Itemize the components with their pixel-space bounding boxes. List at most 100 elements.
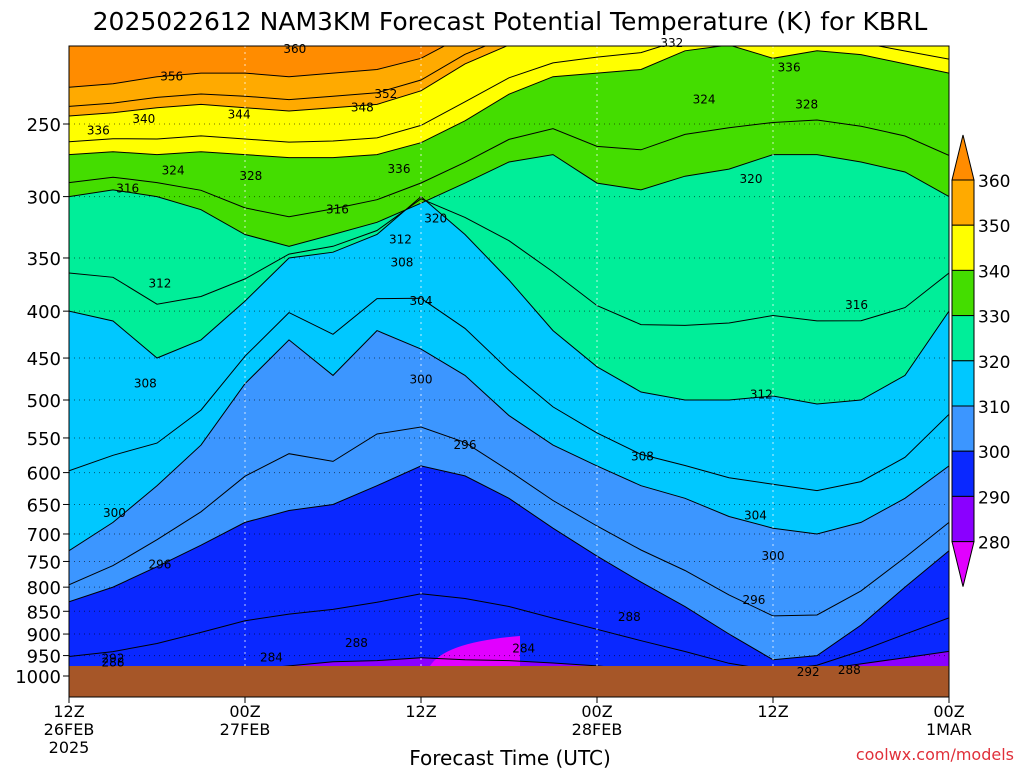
fill-band xyxy=(69,46,507,116)
contour-label: 360 xyxy=(283,42,306,56)
contour-label: 340 xyxy=(132,112,155,126)
colorbar-label: 310 xyxy=(978,398,1010,418)
colorbar-segment xyxy=(951,450,975,497)
plot-frame xyxy=(68,45,950,698)
fill-band xyxy=(69,46,949,158)
contour-label: 352 xyxy=(374,87,397,101)
contour-label: 308 xyxy=(631,449,654,463)
y-tick-label: 700 xyxy=(27,525,61,546)
colorbar-segment xyxy=(951,495,975,543)
colorbar: 360 350 340 330 320 310 300 290 280 xyxy=(951,134,1010,587)
y-tick-label: 600 xyxy=(27,464,61,485)
contour-label: 284 xyxy=(260,651,283,665)
colorbar-label: 340 xyxy=(978,262,1010,282)
x-tick-label: 28FEB xyxy=(572,720,623,739)
x-tick-label: 00Z xyxy=(229,702,260,721)
colorbar-label: 300 xyxy=(978,443,1010,463)
contour-label: 304 xyxy=(744,508,767,522)
y-tick-label: 750 xyxy=(27,552,61,573)
x-tick-label: 00Z xyxy=(933,702,964,721)
contour-label: 328 xyxy=(239,169,262,183)
contour-label: 332 xyxy=(660,36,683,50)
contour-label: 312 xyxy=(750,387,773,401)
grid-lines xyxy=(68,46,950,697)
isentrope-line xyxy=(69,426,949,617)
isentrope-line xyxy=(69,465,949,661)
y-tick-label: 950 xyxy=(27,647,61,668)
surface-warm-pocket xyxy=(430,636,520,666)
contour-label: 292 xyxy=(797,665,820,679)
contour-label: 284 xyxy=(512,641,535,655)
y-tick-label: 1000 xyxy=(15,667,61,688)
colorbar-label: 350 xyxy=(978,217,1010,237)
fill-band xyxy=(69,46,445,88)
contour-label: 288 xyxy=(838,663,861,677)
contour-label: 312 xyxy=(148,276,171,290)
colorbar-segment xyxy=(951,224,975,271)
contour-label: 336 xyxy=(87,123,110,137)
contour-label: 316 xyxy=(845,298,868,312)
contour-label: 324 xyxy=(162,164,185,178)
colorbar-label: 280 xyxy=(978,534,1010,554)
colorbar-label: 360 xyxy=(978,172,1010,192)
colorbar-label: 320 xyxy=(978,353,1010,373)
credit-link[interactable]: coolwx.com/models xyxy=(856,745,1014,764)
contour-label: 328 xyxy=(795,97,818,111)
x-axis-label: Forecast Time (UTC) xyxy=(409,746,611,768)
colorbar-segment xyxy=(951,405,975,452)
isentrope-line xyxy=(69,198,949,326)
colorbar-segment xyxy=(951,360,975,407)
contour-label: 300 xyxy=(410,373,433,387)
contour-label: 316 xyxy=(326,203,349,217)
x-tick-label: 12Z xyxy=(53,702,84,721)
contour-label: 344 xyxy=(228,107,251,121)
contour-label: 316 xyxy=(116,182,139,196)
contour-label: 308 xyxy=(390,256,413,270)
colorbar-label: 290 xyxy=(978,488,1010,508)
contour-label: 320 xyxy=(424,212,447,226)
y-tick-label: 900 xyxy=(27,625,61,646)
isentrope-line xyxy=(69,195,949,405)
isentrope-line xyxy=(69,46,446,88)
isentrope-line xyxy=(69,119,949,218)
fill-band xyxy=(69,330,949,660)
contour-label: 292 xyxy=(102,651,125,665)
colorbar-bottom-arrow xyxy=(951,541,975,587)
contour-label: 300 xyxy=(103,506,126,520)
y-tick-label: 350 xyxy=(27,249,61,270)
contour-label: 356 xyxy=(160,70,183,84)
y-tick-label: 550 xyxy=(27,429,61,450)
pressure-axis: 2503003504004505005506006507007508008509… xyxy=(15,115,69,688)
y-tick-label: 500 xyxy=(27,391,61,412)
contour-label: 320 xyxy=(740,172,763,186)
colorbar-label: 330 xyxy=(978,308,1010,328)
isentrope-line xyxy=(69,46,508,117)
isentrope-line xyxy=(69,46,487,107)
ground-layer xyxy=(69,666,949,697)
fill-band xyxy=(69,465,949,684)
x-tick-label: 1MAR xyxy=(926,720,972,739)
isentrope-line xyxy=(69,0,949,4)
isentrope-line xyxy=(69,297,949,492)
colorbar-segment xyxy=(951,179,975,226)
contour-label: 308 xyxy=(134,377,157,391)
contour-label: 296 xyxy=(454,438,477,452)
y-tick-label: 450 xyxy=(27,349,61,370)
colorbar-segment xyxy=(951,315,975,362)
x-tick-label: 26FEB xyxy=(44,720,95,739)
contour-label: 324 xyxy=(693,92,716,106)
y-tick-label: 650 xyxy=(27,495,61,516)
contour-label: 348 xyxy=(351,101,374,115)
y-tick-label: 250 xyxy=(27,115,61,136)
contour-label: 296 xyxy=(742,593,765,607)
contour-label: 288 xyxy=(618,610,641,624)
fill-band xyxy=(69,196,949,551)
y-tick-label: 300 xyxy=(27,188,61,209)
x-tick-label: 2025 xyxy=(49,738,90,757)
contour-label: 304 xyxy=(410,294,433,308)
x-tick-label: 12Z xyxy=(757,702,788,721)
contour-label: 288 xyxy=(345,636,368,650)
